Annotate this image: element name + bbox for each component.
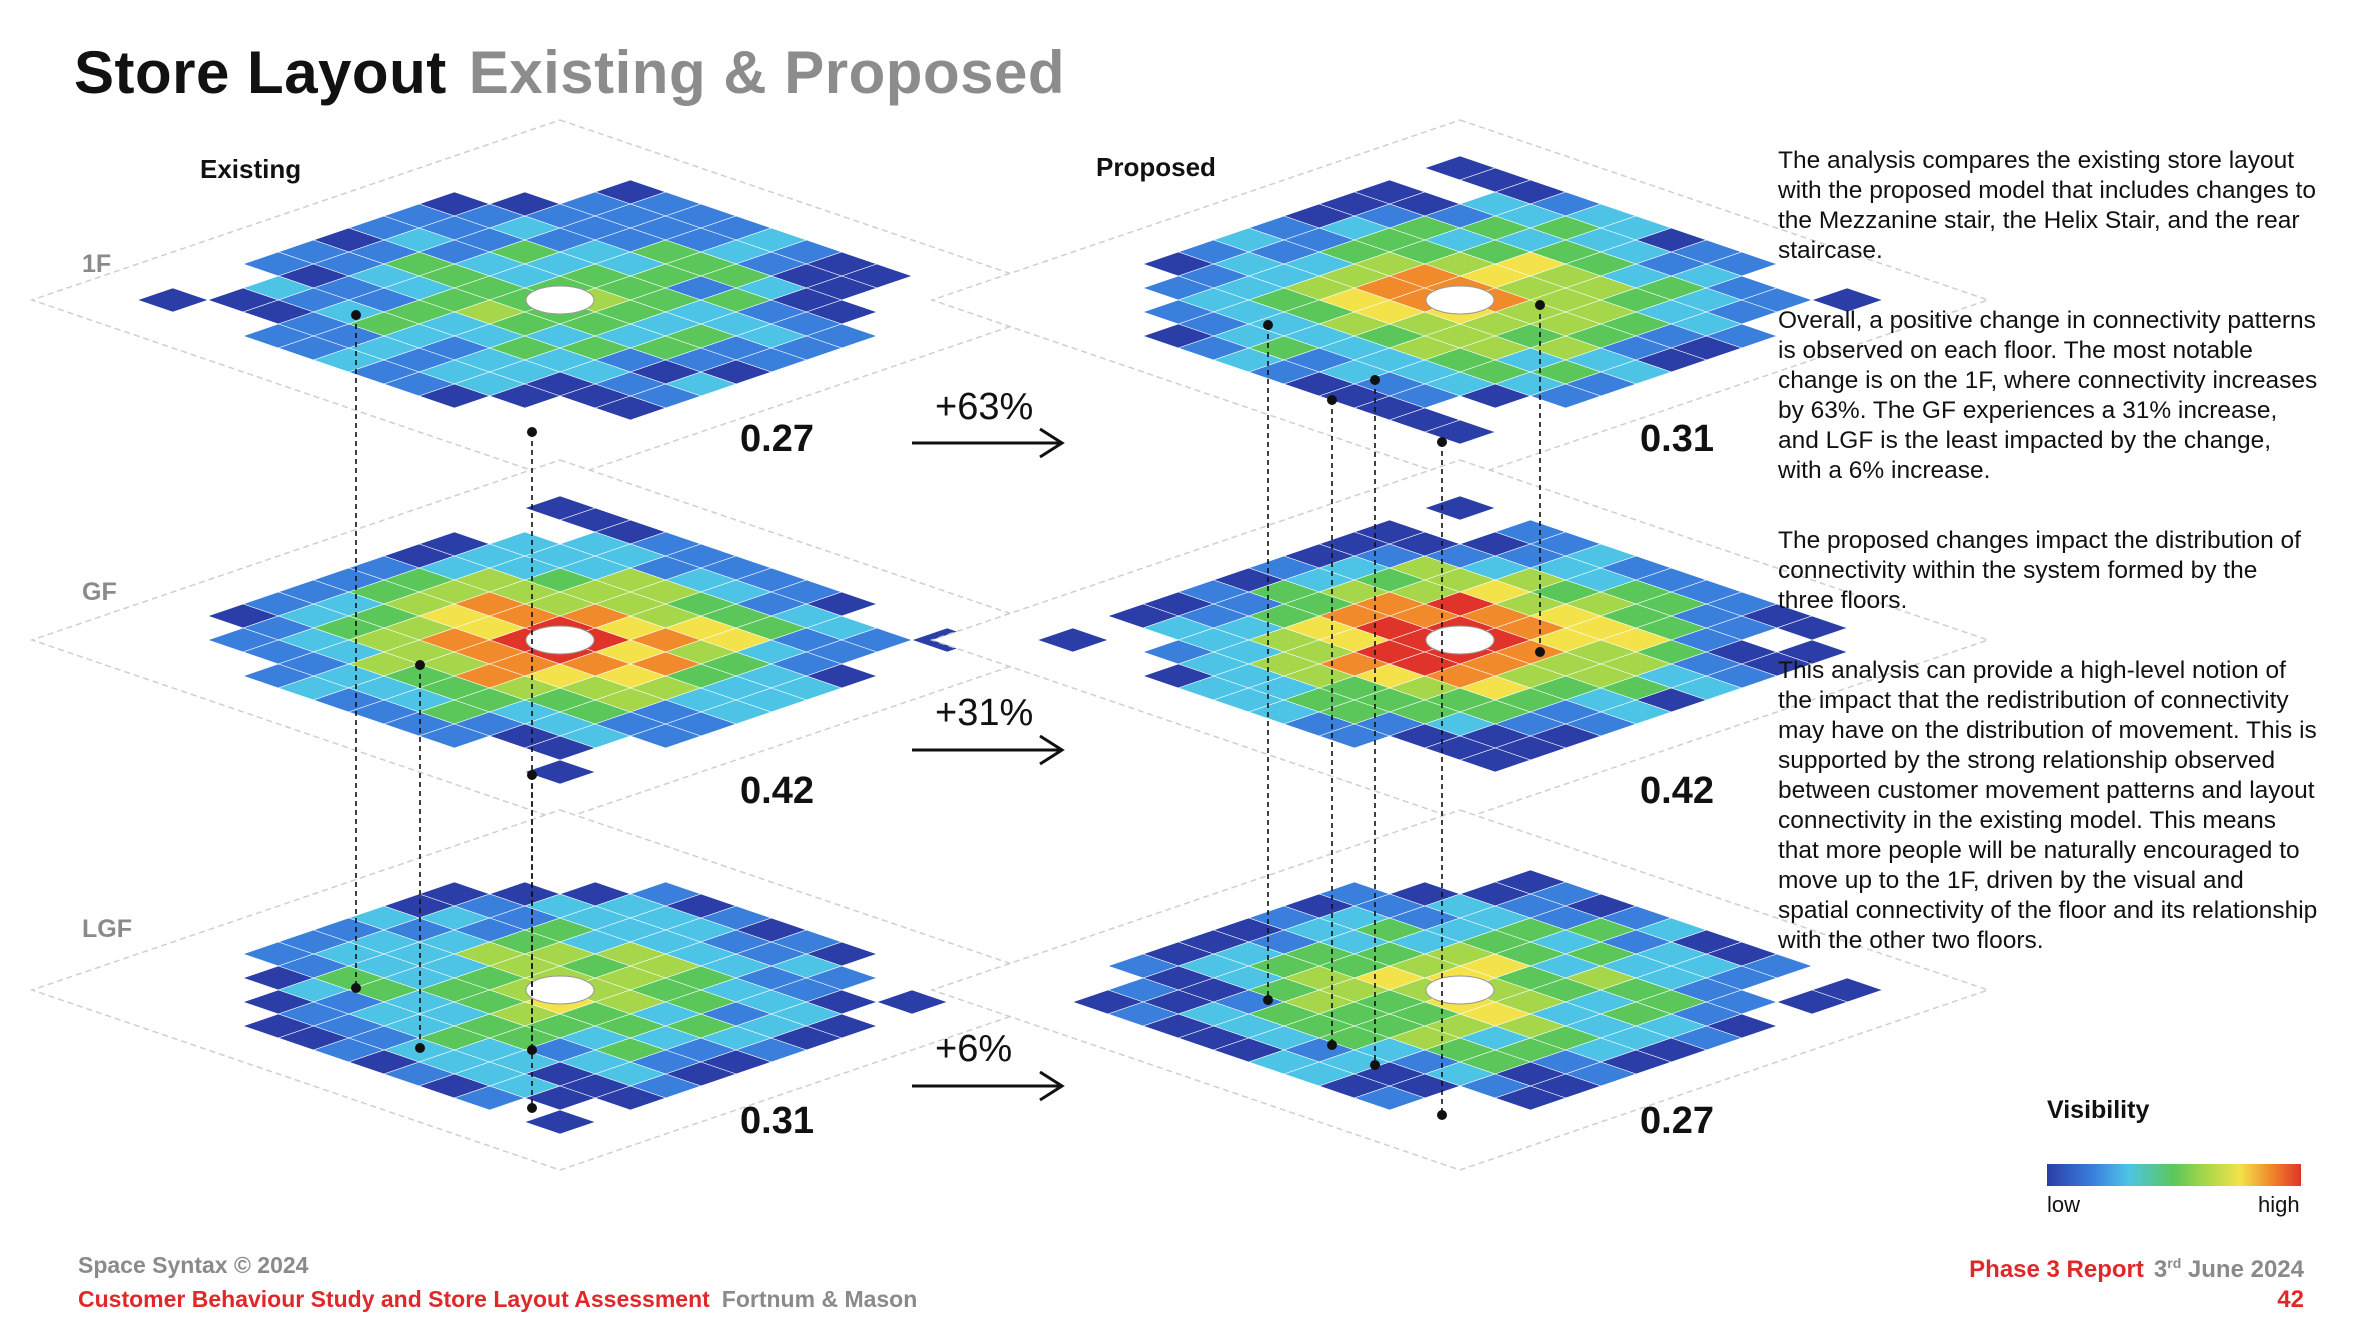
proposed-value-gf: 0.42	[1640, 770, 1714, 812]
legend-color-scale	[2047, 1164, 2301, 1186]
arrow-right-icon	[912, 734, 1065, 766]
footer-report: Phase 3 Report 3rd June 2024	[1969, 1255, 2304, 1284]
proposed-column-heading: Proposed	[1096, 152, 1216, 182]
plate-proposed-gf	[929, 459, 1991, 821]
connector-dot	[1370, 1060, 1380, 1070]
footer-copyright: Space Syntax © 2024	[78, 1252, 309, 1278]
proposed-value-lgf: 0.27	[1640, 1100, 1714, 1142]
footer-study: Customer Behaviour Study and Store Layou…	[78, 1286, 917, 1313]
existing-value-gf: 0.42	[740, 770, 814, 812]
floor-label-lgf: LGF	[82, 915, 132, 943]
proposed-value-1f: 0.31	[1640, 418, 1714, 460]
existing-column-heading: Existing	[200, 154, 302, 184]
page-title: Store Layout Existing & Proposed	[74, 38, 1065, 107]
floor-label-1f: 1F	[82, 250, 112, 278]
floor-label-gf: GF	[82, 578, 117, 606]
existing-value-lgf: 0.31	[740, 1100, 814, 1142]
footer-date: 3rd June 2024	[2153, 1255, 2304, 1283]
title-sub: Existing & Proposed	[468, 39, 1065, 106]
page-number: 42	[2277, 1286, 2304, 1313]
footer-study-title: Customer Behaviour Study and Store Layou…	[78, 1286, 710, 1312]
arrow-right-icon	[912, 1070, 1065, 1102]
connector-dot	[415, 660, 425, 670]
connector-dot	[527, 770, 537, 780]
change-gf: +31%	[935, 692, 1034, 734]
change-lgf: +6%	[935, 1028, 1013, 1070]
change-1f: +63%	[935, 386, 1034, 428]
analysis-description: The analysis compares the existing store…	[1778, 146, 2318, 996]
connector-dot	[1327, 395, 1337, 405]
description-paragraph: Overall, a positive change in connectivi…	[1778, 307, 2318, 484]
connector-dot	[527, 1103, 537, 1113]
connector-dot	[1263, 995, 1273, 1005]
description-paragraph: This analysis can provide a high-level n…	[1778, 657, 2318, 954]
existing-value-1f: 0.27	[740, 418, 814, 460]
description-paragraph: The proposed changes impact the distribu…	[1778, 527, 2301, 614]
plate-existing-gf	[29, 459, 1091, 821]
footer-report-title: Phase 3 Report	[1969, 1256, 2144, 1283]
legend-title: Visibility	[2047, 1096, 2150, 1124]
plate-existing-1f	[29, 119, 1091, 481]
description-paragraph: The analysis compares the existing store…	[1778, 147, 2316, 264]
connector-dot	[351, 310, 361, 320]
connector-dot	[415, 1043, 425, 1053]
connector-dot	[1327, 1040, 1337, 1050]
connector-dot	[527, 427, 537, 437]
connector-dot	[1437, 437, 1447, 447]
connector-dot	[351, 983, 361, 993]
plate-existing-lgf	[29, 809, 1091, 1171]
connector-dot	[1370, 375, 1380, 385]
plate-proposed-1f	[929, 119, 1991, 481]
legend-low-label: low	[2047, 1192, 2081, 1217]
footer-client: Fortnum & Mason	[721, 1286, 918, 1312]
legend-high-label: high	[2258, 1192, 2300, 1217]
title-main: Store Layout	[74, 39, 447, 106]
connector-dot	[1437, 1110, 1447, 1120]
connector-dot	[1535, 300, 1545, 310]
connector-dot	[1535, 647, 1545, 657]
arrow-right-icon	[912, 427, 1065, 459]
connector-dot	[1263, 320, 1273, 330]
